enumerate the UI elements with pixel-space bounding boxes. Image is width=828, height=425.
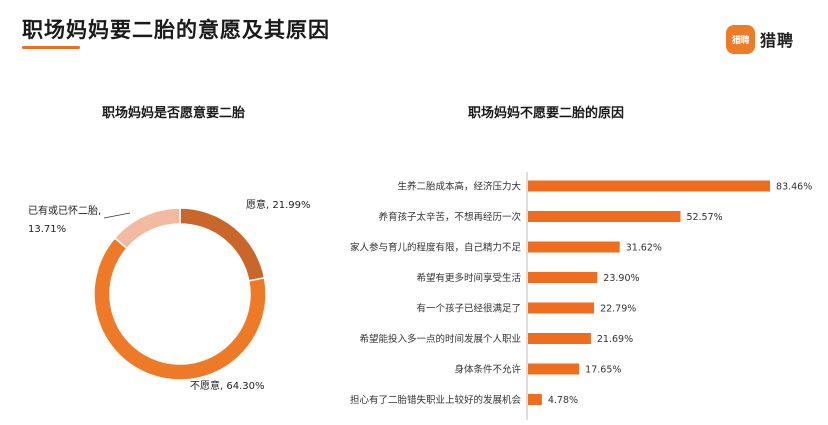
bar-category-label: 希望能投入多一点的时间发展个人职业 bbox=[359, 333, 521, 345]
bar bbox=[528, 272, 598, 283]
bar-category-label: 担心有了二胎错失职业上较好的发展机会 bbox=[350, 394, 522, 406]
bar bbox=[528, 394, 542, 405]
bar-chart-title: 职场妈妈不愿要二胎的原因 bbox=[468, 106, 625, 121]
bar bbox=[528, 241, 620, 253]
bar bbox=[528, 302, 595, 314]
bar-category-label: 有一个孩子已经很满足了 bbox=[416, 303, 521, 315]
logo: 猎聘 猎聘 bbox=[726, 24, 794, 54]
bar-value-label: 22.79% bbox=[600, 304, 636, 315]
title-underline bbox=[22, 46, 80, 49]
bar-value-label: 52.57% bbox=[686, 212, 722, 223]
donut-label-unwilling: 不愿意, 64.30% bbox=[190, 379, 265, 392]
bar-category-label: 养育孩子太辛苦，不想再经历一次 bbox=[378, 211, 521, 223]
bar bbox=[528, 363, 580, 375]
logo-icon: 猎聘 bbox=[726, 24, 755, 54]
logo-text: 猎聘 bbox=[760, 31, 795, 50]
bar bbox=[528, 333, 591, 344]
bar-category-label: 身体条件不允许 bbox=[454, 364, 521, 376]
donut-slice-has-second bbox=[113, 207, 181, 250]
donut-label-has-line1: 已有或已怀二胎, bbox=[28, 204, 101, 217]
bar-category-label: 希望有更多时间享受生活 bbox=[416, 272, 521, 284]
bar-value-label: 31.62% bbox=[626, 243, 662, 254]
bar-category-label: 家人参与育儿的程度有限，自己精力不足 bbox=[350, 242, 522, 254]
donut-leader-line bbox=[103, 212, 131, 219]
bar-value-label: 83.46% bbox=[776, 182, 812, 193]
bars-group: 生养二胎成本高，经济压力大 83.46% 养育孩子太辛苦，不想再经历一次 52.57%… bbox=[350, 180, 812, 406]
bar bbox=[528, 211, 681, 222]
bar bbox=[528, 180, 771, 192]
donut-slice-willing bbox=[179, 207, 266, 282]
page-title: 职场妈妈要二胎的意愿及其原因 bbox=[22, 18, 330, 42]
donut-label-has-line2: 13.71% bbox=[28, 224, 66, 235]
donut-label-willing: 愿意, 21.99% bbox=[246, 198, 311, 211]
bar-category-label: 生养二胎成本高，经济压力大 bbox=[397, 181, 521, 193]
bar-value-label: 17.65% bbox=[585, 365, 621, 376]
bar-value-label: 23.90% bbox=[603, 273, 639, 284]
bar-value-label: 21.69% bbox=[597, 334, 633, 345]
donut-chart-title: 职场妈妈是否愿意要二胎 bbox=[102, 106, 246, 121]
bar-value-label: 4.78% bbox=[548, 395, 578, 406]
